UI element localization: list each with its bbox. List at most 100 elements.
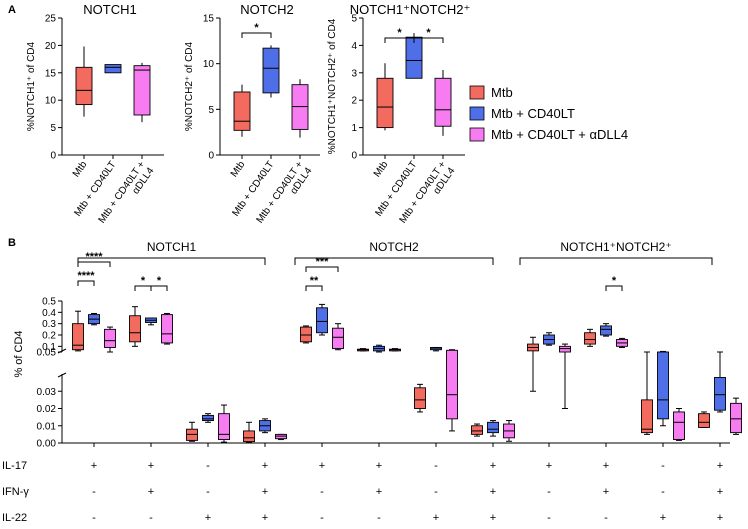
box [133,65,151,116]
y-tick-label: 0.00 [37,439,57,450]
chart-title: NOTCH1 [83,2,136,17]
box-b-6 [161,312,173,345]
y-tick-label: 1 [351,123,357,134]
box-b-23 [487,420,499,437]
box [559,345,571,353]
box-b-10 [243,421,255,443]
legend-label-dll4: Mtb + CD40LT + αDLL4 [491,127,628,142]
y-tick-label: 0.02 [37,404,57,415]
significance-bracket-b-3: * [134,275,152,291]
cytokine-sign: - [661,460,665,472]
box-2 [262,45,280,98]
significance-label: * [157,275,162,287]
box-2 [405,33,423,79]
cytokine-sign: - [377,512,381,524]
box [202,414,214,422]
y-tick-label: 0 [208,151,214,162]
y-tick-label: 0 [50,151,56,162]
legend-swatch-cd40lt [469,106,485,121]
bracket-line [77,261,111,267]
box-b-21 [446,349,458,432]
y-tick-label: 10 [203,59,215,70]
panel-b: 0.00 0.01 0.02 0.03 0.050.10.20.30.40.5 % of … [2,240,742,524]
box [673,411,685,441]
cytokine-sign: + [717,460,723,472]
y-tick-label: 5 [50,123,56,134]
legend-swatch-mtb [469,85,485,100]
y-tick-label: 0.05 [37,348,57,359]
box-3 [434,70,452,136]
box [332,327,344,350]
box-b-35 [714,351,726,413]
cytokine-sign: + [376,486,382,498]
box [446,349,458,420]
significance-label: * [254,22,259,34]
cytokine-sign: + [490,486,496,498]
cytokine-sign: + [660,512,666,524]
box-b-36 [730,397,742,435]
significance-label: **** [77,270,95,282]
bracket-line [413,37,444,43]
box-b-13 [300,325,312,344]
box [161,314,173,344]
chart-title: NOTCH2 [240,2,293,17]
y-tick-label: 5 [208,105,214,116]
box-b-19 [414,383,426,413]
significance-label: ** [310,275,319,287]
y-tick-label: 3 [351,68,357,79]
cytokine-sign: - [320,512,324,524]
cytokine-sign: - [434,460,438,472]
box-b-34 [698,411,710,428]
cytokine-sign: + [148,460,154,472]
cytokine-sign: + [546,460,552,472]
box-b-32 [657,350,669,427]
box-b-18 [389,348,401,352]
significance-label: *** [316,256,330,268]
box-b-16 [357,348,369,352]
cytokine-sign: + [91,460,97,472]
box-b-20 [430,346,442,352]
box [316,307,328,334]
box-3 [133,62,151,123]
y-axis-label: %NOTCH1⁺NOTCH2⁺ of CD4 [327,18,338,154]
chart-title: NOTCH1⁺NOTCH2⁺ [350,2,471,17]
y-tick-label: 15 [45,68,57,79]
cytokine-row-label: IL-17 [2,460,27,472]
cytokine-sign: + [603,460,609,472]
x-tick-label: Mtb [71,159,90,179]
box [698,413,710,428]
cytokine-sign: + [319,460,325,472]
cytokine-sign: - [92,512,96,524]
box [376,77,394,129]
axis-break-mark [57,372,67,378]
bracket-line [305,266,339,272]
y-tick-label: 0.2 [42,331,56,342]
y-tick-label: 0.1 [42,342,56,353]
legend-label-cd40lt: Mtb + CD40LT [491,106,575,121]
box [104,328,116,348]
y-tick-label: 0.3 [42,319,56,330]
cytokine-row-label: IFN-γ [2,486,29,498]
y-axis-label: %NOTCH2⁺ of CD4 [184,41,195,131]
box-b-33 [673,408,685,441]
cytokine-sign: + [490,512,496,524]
group-label: NOTCH1⁺NOTCH2⁺ [560,240,671,254]
group-label: NOTCH1 [147,240,197,254]
y-tick-label: 0.4 [42,308,56,319]
group-header-2: NOTCH2 [294,240,494,265]
cytokine-sign: + [262,486,268,498]
box-b-29 [600,323,612,337]
cytokine-sign: - [206,486,210,498]
legend: Mtb Mtb + CD40LT Mtb + CD40LT + αDLL4 [469,85,628,142]
y-tick-label: 5 [351,14,357,25]
cytokine-sign: + [262,460,268,472]
box-b-4 [129,306,141,347]
box [262,47,280,94]
cytokine-sign: + [148,486,154,498]
cytokine-sign: + [717,512,723,524]
legend-swatch-dll4 [469,127,485,142]
box-b-15 [332,323,344,351]
box-b-2 [88,312,100,326]
